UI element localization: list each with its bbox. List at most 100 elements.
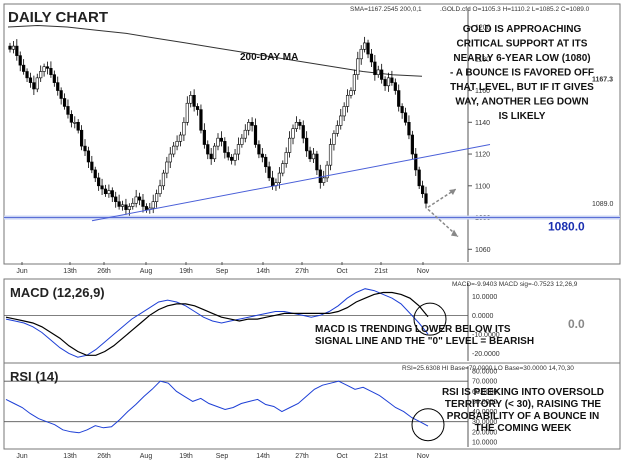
candle-body (195, 106, 200, 110)
price-annotation-line: IS LIKELY (499, 111, 546, 122)
macd-annotation-line: MACD IS TRENDING LOWER BELOW ITS (315, 324, 511, 335)
breakdown-arrow (427, 208, 459, 238)
ma-price-label: 1167.3 (592, 76, 613, 83)
candle-body (257, 144, 261, 155)
x-tick-label: Sep (216, 453, 229, 460)
candle-body (25, 71, 29, 79)
candle-body (18, 55, 22, 66)
candle-body (298, 122, 302, 126)
candle-body (305, 137, 309, 152)
candle-body (114, 196, 118, 202)
last-price-label: 1089.0 (592, 201, 614, 208)
candle-body (22, 64, 26, 72)
candle-body (8, 45, 12, 50)
candle-body (315, 153, 319, 171)
candle-body (56, 82, 60, 91)
x-tick-label: Nov (417, 268, 430, 275)
x-tick-label: 27th (295, 268, 309, 275)
candle-body (49, 68, 53, 75)
candle-body (270, 177, 275, 187)
macd-highlight-circle (413, 302, 447, 336)
candle-body (28, 77, 33, 83)
candle-body (223, 141, 227, 153)
price-y-tick-label: 1140 (475, 120, 490, 127)
candle-body (373, 61, 377, 75)
x-tick-label: Oct (337, 453, 348, 460)
candle-body (216, 137, 220, 147)
price-annotation-line: GOLD IS APPROACHING (463, 24, 582, 35)
macd-annotation-line: SIGNAL LINE AND THE "0" LEVEL = BEARISH (315, 336, 534, 347)
candle-body (253, 125, 258, 145)
rsi-annotation-line: TERRITORY (< 30), RAISING THE (445, 399, 602, 410)
candle-body (332, 133, 336, 145)
rsi-title: RSI (14) (10, 369, 58, 384)
support-price-label: 1080.0 (548, 220, 585, 234)
rsi-highlight-circle (411, 408, 445, 442)
candle-body (185, 102, 189, 123)
rsi-y-tick-label: 10.0000 (472, 439, 497, 446)
ma-200-line (7, 24, 423, 77)
rsi-y-tick-label: 80.0000 (472, 369, 497, 376)
candle-body (103, 188, 108, 195)
macd-legend: MACD=-9.9403 MACD sig=-0.7523 12,26,9 (452, 281, 578, 288)
candle-body (202, 129, 206, 145)
candle-body (206, 144, 210, 155)
candle-body (356, 58, 360, 75)
candle-body (97, 177, 101, 187)
candle-body (117, 201, 121, 207)
candle-body (52, 74, 56, 83)
x-tick-label: Aug (140, 453, 153, 460)
candle-body (318, 169, 322, 183)
rsi-annotation-line: RSI IS PEEKING INTO OVERSOLD (442, 387, 604, 398)
candle-body (199, 109, 203, 131)
candle-body (42, 66, 46, 72)
macd-signal-line (5, 291, 429, 356)
candle-body (277, 172, 281, 183)
candle-body (161, 172, 166, 187)
x-tick-label: 19th (179, 453, 193, 460)
bounce-arrow-head (449, 188, 456, 195)
candle-body (397, 90, 401, 107)
candle-body (359, 48, 363, 60)
candle-body (189, 95, 193, 104)
candle-body (407, 122, 411, 136)
rsi-y-tick-label: 70.0000 (472, 379, 497, 386)
candle-body (93, 169, 97, 179)
candle-body (230, 156, 234, 161)
sma-legend: SMA=1167.2545 200,0,1 (350, 6, 422, 13)
candle-body (209, 153, 213, 160)
rsi-y-tick-label: 20.0000 (472, 429, 497, 436)
price-annotation-line: - A BOUNCE IS FAVORED OFF (450, 68, 594, 79)
rsi-y-tick-label: 60.0000 (472, 389, 497, 396)
price-y-tick-label: 1060 (475, 247, 491, 254)
candle-body (107, 190, 111, 195)
ohlc-legend: .GOLD.cfd O=1105.3 H=1110.2 L=1085.2 C=1… (440, 6, 590, 13)
candle-body (90, 161, 94, 171)
candle-body (260, 153, 264, 158)
x-tick-label: 21st (374, 453, 387, 460)
rsi-y-tick-label: 30.0000 (472, 419, 497, 426)
candle-body (390, 77, 394, 83)
candle-body (233, 153, 237, 161)
candle-body (301, 125, 305, 139)
candle-body (45, 66, 50, 69)
rsi-legend: RSI=25.6308 HI Base=70.0000 LO Base=30.0… (402, 365, 574, 372)
candle-body (66, 106, 70, 115)
price-annotation-line: THAT LEVEL, BUT IF IT GIVES (450, 82, 594, 93)
candle-body (267, 166, 271, 179)
candle-body (59, 90, 63, 99)
candle-body (100, 185, 104, 190)
x-tick-label: Sep (216, 268, 229, 275)
candle-body (151, 201, 155, 209)
rsi-line (5, 380, 429, 434)
candle-body (339, 115, 343, 126)
price-chart-title: DAILY CHART (8, 9, 108, 26)
candle-body (219, 137, 224, 142)
price-annotation-line: NEARLY 6-YEAR LOW (1080) (453, 53, 590, 64)
macd-y-tick-label: -10.0000 (472, 332, 500, 339)
trendline (91, 144, 491, 222)
candle-body (414, 153, 418, 171)
candle-body (420, 185, 425, 195)
